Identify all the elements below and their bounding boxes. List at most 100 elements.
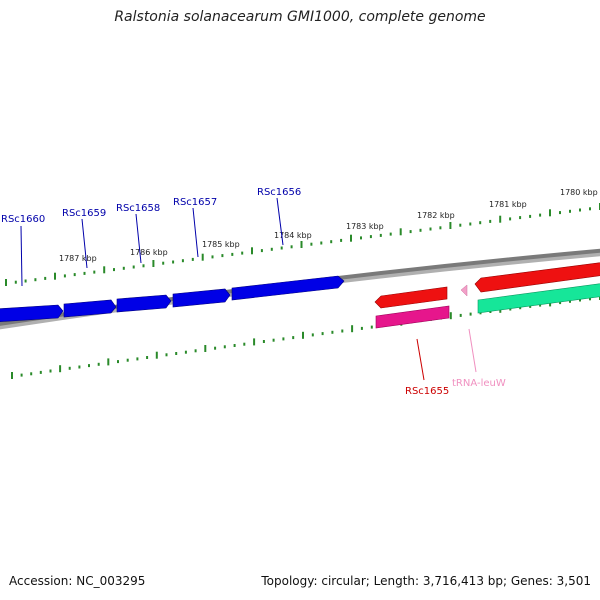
inner-scale-tick <box>30 372 33 376</box>
outer-scale-tick <box>251 247 253 255</box>
outer-scale-tick <box>379 233 382 237</box>
map-title: Ralstonia solanacearum GMI1000, complete… <box>114 9 486 25</box>
inner-scale-tick <box>529 304 532 308</box>
forward-strand-features <box>0 275 345 322</box>
outer-scale-tick <box>479 221 482 225</box>
scale-label-1787kbp: 1787 kbp <box>59 254 97 263</box>
inner-scale-tick <box>155 351 158 359</box>
outer-scale-tick <box>589 207 591 211</box>
outer-scale-tick <box>389 232 392 236</box>
inner-scale-tick <box>262 340 265 343</box>
outer-scale-tick <box>63 274 66 278</box>
outer-scale-tick <box>14 280 17 284</box>
trna-leuw-arrow[interactable] <box>460 284 468 297</box>
inner-scale-tick <box>78 365 81 369</box>
outer-scale-ruler <box>5 203 600 286</box>
outer-scale-tick <box>191 257 194 261</box>
inner-scale-tick <box>449 312 452 320</box>
inner-scale-tick <box>204 345 207 352</box>
outer-scale-tick <box>83 271 86 275</box>
gene-rsc1656-arrow[interactable] <box>231 275 345 301</box>
outer-scale-tick <box>122 266 125 270</box>
outer-scale-tick <box>559 211 561 215</box>
outer-scale-tick <box>399 228 402 236</box>
outer-scale-tick <box>73 273 76 277</box>
outer-scale-tick <box>142 264 145 268</box>
scale-label-1782kbp: 1782 kbp <box>417 211 455 220</box>
outer-scale-tick <box>103 266 106 274</box>
reverse-strand-features <box>374 262 600 329</box>
inner-scale-tick <box>11 372 13 379</box>
inner-scale-tick <box>20 373 23 377</box>
inner-scale-tick <box>214 346 217 350</box>
scale-label-1780kbp: 1780 kbp <box>560 188 598 197</box>
gene-rsc1655-arrow[interactable] <box>374 286 448 309</box>
outer-scale-tick <box>54 272 56 280</box>
outer-scale-tick <box>529 214 532 218</box>
inner-scale-tick <box>589 297 591 301</box>
inner-scale-tick <box>184 350 187 354</box>
inner-scale-tick <box>68 366 71 370</box>
outer-scale-tick <box>181 259 184 263</box>
outer-scale-tick <box>549 209 551 217</box>
gene-green-block[interactable] <box>477 283 600 314</box>
outer-scale-tick <box>369 235 372 239</box>
inner-scale-tick <box>136 357 139 361</box>
scale-label-1783kbp: 1783 kbp <box>346 222 384 231</box>
gene-rsc1660-arrow[interactable] <box>0 304 64 322</box>
outer-scale-tick <box>270 247 273 251</box>
outer-scale-tick <box>201 253 204 261</box>
outer-scale-tick <box>221 254 224 258</box>
outer-scale-tick <box>172 260 175 264</box>
label-leaders <box>20 197 477 381</box>
outer-scale-tick <box>330 240 333 244</box>
outer-scale-tick <box>211 255 214 259</box>
outer-scale-tick <box>24 279 27 283</box>
outer-scale-tick <box>539 213 542 217</box>
outer-scale-tick <box>439 226 442 230</box>
inner-scale-tick <box>194 349 197 353</box>
gene-label-rsc1655: RSc1655 <box>405 386 449 397</box>
gene-label-rsc1659: RSc1659 <box>62 208 106 219</box>
gene-magenta-block[interactable] <box>375 305 450 329</box>
gene-rsc1657-arrow[interactable] <box>172 288 231 308</box>
outer-scale-tick <box>340 238 343 242</box>
outer-scale-tick <box>290 245 293 249</box>
scale-label-1786kbp: 1786 kbp <box>130 248 168 257</box>
outer-scale-tick <box>93 270 96 274</box>
outer-scale-tick <box>231 252 234 256</box>
outer-scale-tick <box>499 215 502 223</box>
outer-scale-tick <box>469 222 472 226</box>
inner-scale-tick <box>272 338 275 342</box>
outer-scale-tick <box>113 268 115 272</box>
inner-scale-tick <box>519 306 522 310</box>
outer-scale-tick <box>162 261 165 265</box>
outer-scale-tick <box>519 216 522 220</box>
genome-summary-text: Topology: circular; Length: 3,716,413 bp… <box>261 574 591 588</box>
gene-rsc1659-arrow[interactable] <box>63 299 117 318</box>
inner-scale-tick <box>539 303 542 307</box>
inner-scale-tick <box>311 333 314 337</box>
inner-scale-tick <box>292 336 295 340</box>
inner-scale-tick <box>360 326 363 330</box>
outer-scale-tick <box>360 236 362 240</box>
scale-label-1784kbp: 1784 kbp <box>274 231 312 240</box>
inner-scale-tick <box>321 332 324 336</box>
outer-scale-tick <box>449 222 452 229</box>
inner-scale-tick <box>243 342 246 346</box>
inner-scale-tick <box>59 365 62 373</box>
inner-scale-tick <box>88 364 90 368</box>
gene-rsc1658-arrow[interactable] <box>116 294 172 313</box>
scale-label-1781kbp: 1781 kbp <box>489 200 527 209</box>
accession-text: Accession: NC_003295 <box>9 574 146 588</box>
inner-scale-tick <box>370 325 373 329</box>
inner-scale-tick <box>117 360 119 364</box>
outer-scale-tick <box>44 276 47 280</box>
outer-scale-tick <box>5 279 7 286</box>
outer-scale-tick <box>509 217 512 221</box>
outer-scale-tick <box>409 230 412 234</box>
inner-scale-tick <box>351 325 354 333</box>
gene-reverse-red-arrow-right[interactable] <box>474 262 600 293</box>
inner-scale-tick <box>165 353 168 357</box>
outer-scale-tick <box>34 278 37 282</box>
